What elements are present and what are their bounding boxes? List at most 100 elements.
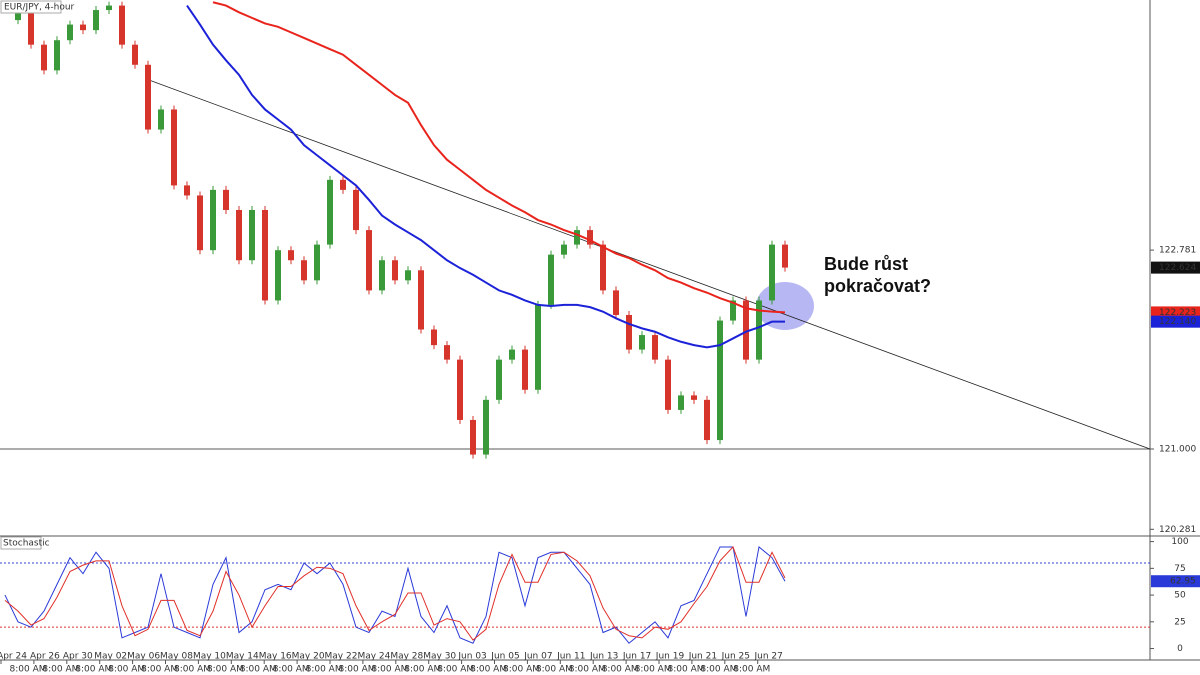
annotation: Bude růst bbox=[824, 254, 908, 274]
chart-title: EUR/JPY, 4-hour bbox=[4, 3, 75, 13]
candle bbox=[496, 359, 502, 400]
x-tick-label: May 24 bbox=[357, 652, 390, 662]
candle bbox=[158, 109, 164, 130]
x-tick-label: Jun 27 bbox=[754, 652, 783, 662]
title-box bbox=[0, 0, 62, 14]
candle bbox=[301, 260, 307, 281]
candle bbox=[171, 109, 177, 186]
price-label: 122.223 bbox=[1159, 308, 1196, 318]
candle bbox=[470, 419, 476, 455]
candle bbox=[106, 5, 112, 11]
x-tick-label: Jun 21 bbox=[688, 652, 717, 662]
candle bbox=[652, 335, 658, 360]
candle bbox=[210, 189, 216, 251]
candle bbox=[262, 209, 268, 301]
x-time-label: 8:00 AM bbox=[371, 665, 408, 675]
candle bbox=[574, 230, 580, 245]
x-time-label: 8:00 AM bbox=[733, 665, 770, 675]
candle bbox=[184, 185, 190, 196]
x-tick-label: May 06 bbox=[127, 652, 160, 662]
candle bbox=[223, 189, 229, 210]
x-tick-label: Jun 03 bbox=[457, 652, 486, 662]
candle bbox=[145, 64, 151, 130]
indicator-title-box bbox=[0, 536, 42, 550]
candle bbox=[548, 254, 554, 305]
price-label-box bbox=[1151, 306, 1200, 319]
x-time-label: 8:00 AM bbox=[10, 665, 47, 675]
candle bbox=[691, 395, 697, 400]
candle bbox=[327, 179, 333, 245]
candle bbox=[54, 40, 60, 71]
indicator-title: Stochastic bbox=[3, 539, 50, 549]
x-time-label: 8:00 AM bbox=[569, 665, 606, 675]
x-tick-label: Jun 07 bbox=[523, 652, 552, 662]
x-time-label: 8:00 AM bbox=[503, 665, 540, 675]
stochastic-line bbox=[4, 546, 786, 644]
candle bbox=[15, 10, 21, 21]
annotation: pokračovat? bbox=[824, 276, 931, 296]
x-time-label: 8:00 AM bbox=[700, 665, 737, 675]
candle bbox=[41, 44, 47, 71]
price-label: 122.140 bbox=[1159, 317, 1196, 327]
candle bbox=[314, 244, 320, 281]
candle bbox=[366, 230, 372, 291]
price-label: 122.624 bbox=[1159, 263, 1196, 273]
candle bbox=[535, 304, 541, 390]
x-time-label: 8:00 AM bbox=[240, 665, 277, 675]
x-tick-label: May 14 bbox=[226, 652, 259, 662]
x-tick-label: Jun 25 bbox=[721, 652, 750, 662]
x-time-label: 8:00 AM bbox=[75, 665, 112, 675]
y-tick-label: 50 bbox=[1174, 591, 1186, 601]
candle bbox=[444, 345, 450, 360]
candle bbox=[509, 349, 515, 360]
x-time-label: 8:00 AM bbox=[42, 665, 79, 675]
candle bbox=[769, 244, 775, 301]
x-tick-label: Apr 26 bbox=[30, 652, 60, 662]
candle bbox=[782, 244, 788, 268]
x-time-label: 8:00 AM bbox=[207, 665, 244, 675]
candle bbox=[756, 300, 762, 360]
candle bbox=[28, 10, 34, 45]
candle bbox=[678, 395, 684, 410]
moving-average bbox=[186, 5, 785, 349]
candle bbox=[197, 195, 203, 251]
candle bbox=[379, 260, 385, 291]
candle bbox=[392, 260, 398, 281]
candle bbox=[457, 359, 463, 420]
y-tick-label: 75 bbox=[1174, 564, 1185, 574]
candle bbox=[626, 314, 632, 350]
x-tick-label: Jun 13 bbox=[589, 652, 618, 662]
x-tick-label: May 22 bbox=[325, 652, 358, 662]
candle bbox=[743, 300, 749, 360]
x-tick-label: May 28 bbox=[390, 652, 423, 662]
stochastic-line bbox=[4, 546, 786, 641]
x-time-label: 8:00 AM bbox=[306, 665, 343, 675]
x-time-label: 8:00 AM bbox=[536, 665, 573, 675]
x-tick-label: May 20 bbox=[292, 652, 325, 662]
value-label-box bbox=[1151, 575, 1200, 588]
candle bbox=[67, 24, 73, 41]
y-tick-label: 120.281 bbox=[1159, 525, 1196, 535]
price-label-box bbox=[1151, 261, 1200, 274]
candle bbox=[405, 270, 411, 281]
x-tick-label: May 16 bbox=[259, 652, 292, 662]
candle bbox=[639, 335, 645, 350]
x-time-label: 8:00 AM bbox=[339, 665, 376, 675]
x-time-label: 8:00 AM bbox=[668, 665, 705, 675]
trendline bbox=[149, 80, 1151, 450]
candle bbox=[600, 244, 606, 291]
candle bbox=[80, 24, 86, 31]
x-tick-label: May 08 bbox=[160, 652, 193, 662]
candle bbox=[483, 399, 489, 455]
x-tick-label: May 30 bbox=[423, 652, 456, 662]
x-time-label: 8:00 AM bbox=[141, 665, 178, 675]
value-label: 62.95 bbox=[1170, 577, 1196, 587]
x-tick-label: Jun 11 bbox=[556, 652, 585, 662]
candle bbox=[730, 300, 736, 321]
candle bbox=[93, 10, 99, 31]
candle bbox=[275, 250, 281, 301]
candle bbox=[704, 399, 710, 441]
candle bbox=[132, 44, 138, 65]
